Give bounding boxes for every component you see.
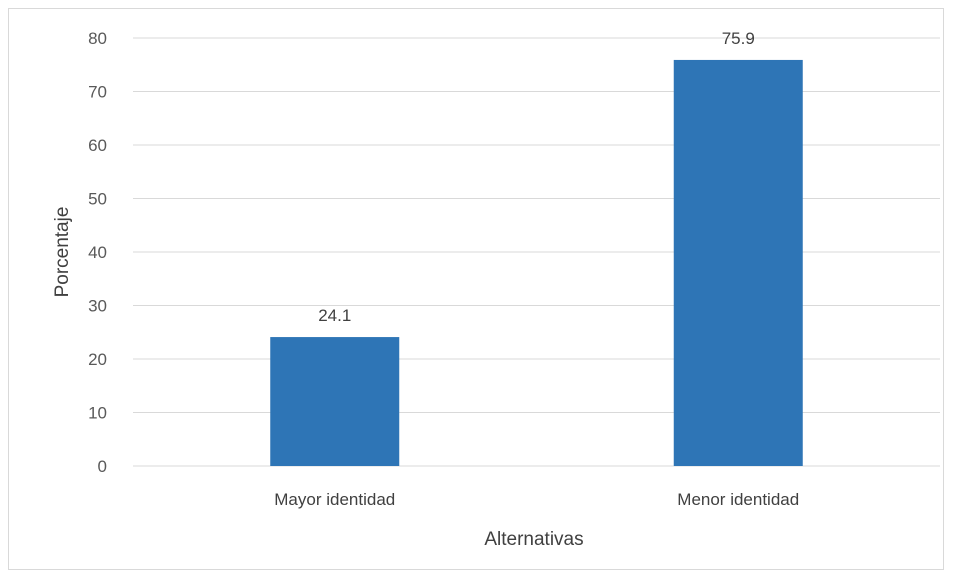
- data-labels: 24.1 75.9: [318, 29, 755, 325]
- y-axis-title: Porcentaje: [52, 207, 73, 298]
- y-tick-label: 10: [88, 404, 107, 423]
- data-label: 24.1: [318, 306, 351, 325]
- y-tick-label: 80: [88, 29, 107, 48]
- y-tick-label: 30: [88, 297, 107, 316]
- y-tick-label: 0: [98, 457, 107, 476]
- y-tick-label: 60: [88, 136, 107, 155]
- x-category-label: Mayor identidad: [274, 490, 395, 509]
- y-tick-label: 20: [88, 350, 107, 369]
- x-category-label: Menor identidad: [677, 490, 799, 509]
- data-label: 75.9: [722, 29, 755, 48]
- x-axis-categories: Mayor identidad Menor identidad: [274, 490, 799, 509]
- bar-menor-identidad: [673, 59, 803, 467]
- y-tick-label: 40: [88, 243, 107, 262]
- y-tick-label: 50: [88, 190, 107, 209]
- bar-mayor-identidad: [270, 337, 400, 466]
- y-tick-label: 70: [88, 83, 107, 102]
- x-axis-title: Alternativas: [484, 529, 583, 550]
- bars: [270, 59, 803, 467]
- gridlines: [133, 37, 940, 467]
- y-axis-ticks: 0 10 20 30 40 50 60 70 80: [88, 29, 107, 476]
